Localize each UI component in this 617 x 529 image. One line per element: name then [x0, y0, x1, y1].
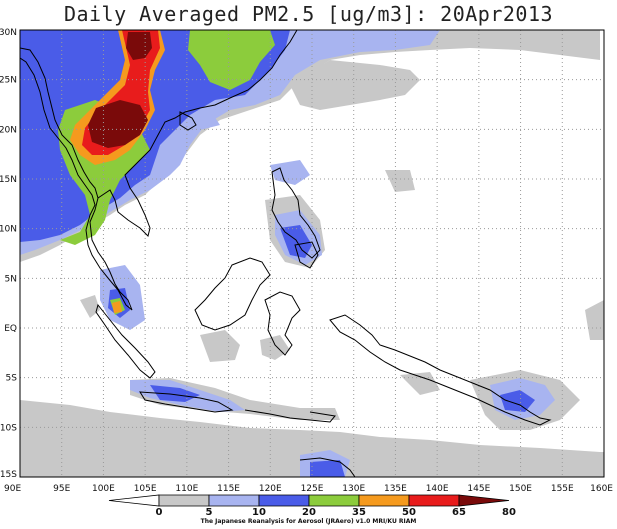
colorbar-level-label: 65 [452, 507, 466, 518]
longitude-label: 90E [4, 484, 21, 494]
latitude-label: 10S [0, 423, 17, 433]
colorbar-swatch [108, 494, 160, 507]
colorbar-level-label: 0 [156, 507, 163, 518]
colorbar-swatch [208, 494, 260, 507]
longitude-label: 145E [467, 484, 490, 494]
longitude-label: 115E [217, 484, 240, 494]
longitude-label: 95E [53, 484, 70, 494]
latitude-label: 5N [5, 274, 17, 284]
colorbar-swatch [458, 494, 510, 507]
colorbar-level-label: 80 [502, 507, 516, 518]
map-frame [19, 29, 605, 478]
colorbar: 0 5 10 20 35 50 65 80 [108, 494, 516, 518]
colorbar-swatch [158, 494, 210, 507]
colorbar-level-label: 35 [352, 507, 366, 518]
latitude-label: 20N [0, 125, 17, 135]
longitude-label: 155E [551, 484, 574, 494]
colorbar-level-label: 10 [252, 507, 266, 518]
latitude-label: 15S [0, 470, 17, 480]
colorbar-swatch [308, 494, 360, 507]
longitude-label: 140E [426, 484, 449, 494]
pm25-field [20, 30, 604, 477]
longitude-label: 150E [509, 484, 532, 494]
longitude-label: 110E [175, 484, 198, 494]
latitude-labels: 30N 25N 20N 15N 10N 5N EQ 5S 10S 15S [0, 28, 17, 480]
longitude-label: 100E [92, 484, 115, 494]
longitude-label: 125E [301, 484, 324, 494]
latitude-label: 25N [0, 76, 17, 86]
latitude-label: 10N [0, 225, 17, 235]
latitude-label: 15N [0, 175, 17, 185]
colorbar-level-label: 20 [302, 507, 316, 518]
longitude-label: 135E [384, 484, 407, 494]
colorbar-swatch [258, 494, 310, 507]
longitude-labels: 90E 95E 100E 105E 110E 115E 120E 125E 130E 135E 14… [4, 484, 613, 494]
colorbar-swatch [408, 494, 460, 507]
longitude-label: 160E [590, 484, 613, 494]
latitude-label: 30N [0, 28, 17, 38]
credit-line: The Japanese Reanalysis for Aerosol (JRA… [200, 518, 417, 525]
colorbar-swatch [358, 494, 410, 507]
colorbar-level-label: 50 [402, 507, 416, 518]
latitude-label: 5S [6, 374, 18, 384]
map-title: Daily Averaged PM2.5 [ug/m3]: 20Apr2013 [63, 2, 554, 26]
colorbar-level-label: 5 [206, 507, 213, 518]
coastlines [20, 30, 552, 477]
longitude-label: 120E [259, 484, 282, 494]
longitude-label: 130E [342, 484, 365, 494]
longitude-label: 105E [134, 484, 157, 494]
latitude-label: EQ [4, 324, 17, 334]
grid-lines [20, 30, 604, 477]
